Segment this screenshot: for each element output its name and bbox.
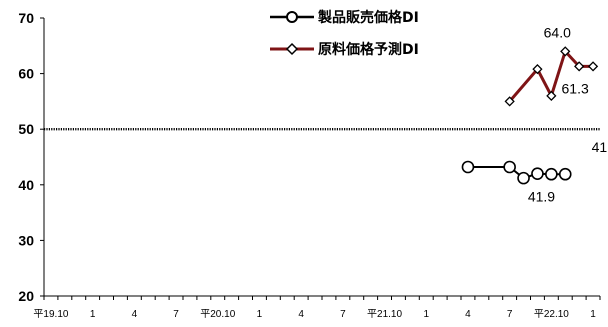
legend-diamond-marker-icon bbox=[270, 42, 314, 56]
y-tick-label: 60 bbox=[18, 66, 34, 82]
y-tick-label: 40 bbox=[18, 177, 34, 193]
data-point-diamond bbox=[546, 90, 557, 101]
data-point-circle bbox=[558, 167, 572, 181]
y-tick-label: 70 bbox=[18, 10, 34, 26]
x-tick-label: 平22.10 bbox=[534, 309, 569, 320]
data-label: 41.9 bbox=[528, 189, 555, 205]
data-point-circle bbox=[531, 167, 544, 180]
y-tick-label: 20 bbox=[18, 288, 34, 304]
data-point-diamond bbox=[504, 96, 515, 107]
legend-label-material-forecast: 原料価格予測DI bbox=[318, 42, 419, 58]
data-point-diamond bbox=[532, 64, 543, 75]
x-tick-label: 7 bbox=[173, 309, 179, 320]
legend: 製品販売価格DI 原料価格予測DI bbox=[268, 0, 498, 74]
legend-item-material-forecast: 原料価格予測DI bbox=[268, 38, 419, 60]
x-tick-label: 7 bbox=[507, 309, 513, 320]
legend-circle-marker-icon bbox=[270, 11, 314, 23]
x-tick-label: 1 bbox=[90, 309, 96, 320]
x-tick-label: 1 bbox=[257, 309, 263, 320]
data-point-diamond bbox=[574, 61, 585, 72]
data-label: 41.9 bbox=[592, 139, 608, 155]
data-label: 64.0 bbox=[544, 24, 571, 40]
x-tick-label: 1 bbox=[590, 309, 596, 320]
x-tick-label: 4 bbox=[132, 309, 138, 320]
y-tick-label: 50 bbox=[18, 121, 34, 137]
x-tick-label: 7 bbox=[340, 309, 346, 320]
legend-item-product-price: 製品販売価格DI bbox=[268, 6, 419, 28]
data-point-circle bbox=[461, 160, 475, 174]
data-point-circle bbox=[545, 167, 558, 181]
x-tick-label: 4 bbox=[465, 309, 471, 320]
data-point-diamond bbox=[560, 46, 571, 57]
data-point-circle bbox=[503, 160, 516, 174]
data-label: 61.3 bbox=[562, 80, 589, 96]
data-point-circle bbox=[517, 171, 530, 185]
legend-label-product-price: 製品販売価格DI bbox=[318, 10, 419, 26]
x-tick-label: 平21.10 bbox=[367, 309, 402, 320]
x-tick-label: 平19.10 bbox=[33, 309, 68, 320]
x-tick-label: 1 bbox=[423, 309, 429, 320]
x-tick-label: 平20.10 bbox=[200, 309, 235, 320]
data-point-diamond bbox=[587, 61, 599, 72]
x-tick-label: 4 bbox=[298, 309, 304, 320]
y-tick-label: 30 bbox=[18, 232, 34, 248]
